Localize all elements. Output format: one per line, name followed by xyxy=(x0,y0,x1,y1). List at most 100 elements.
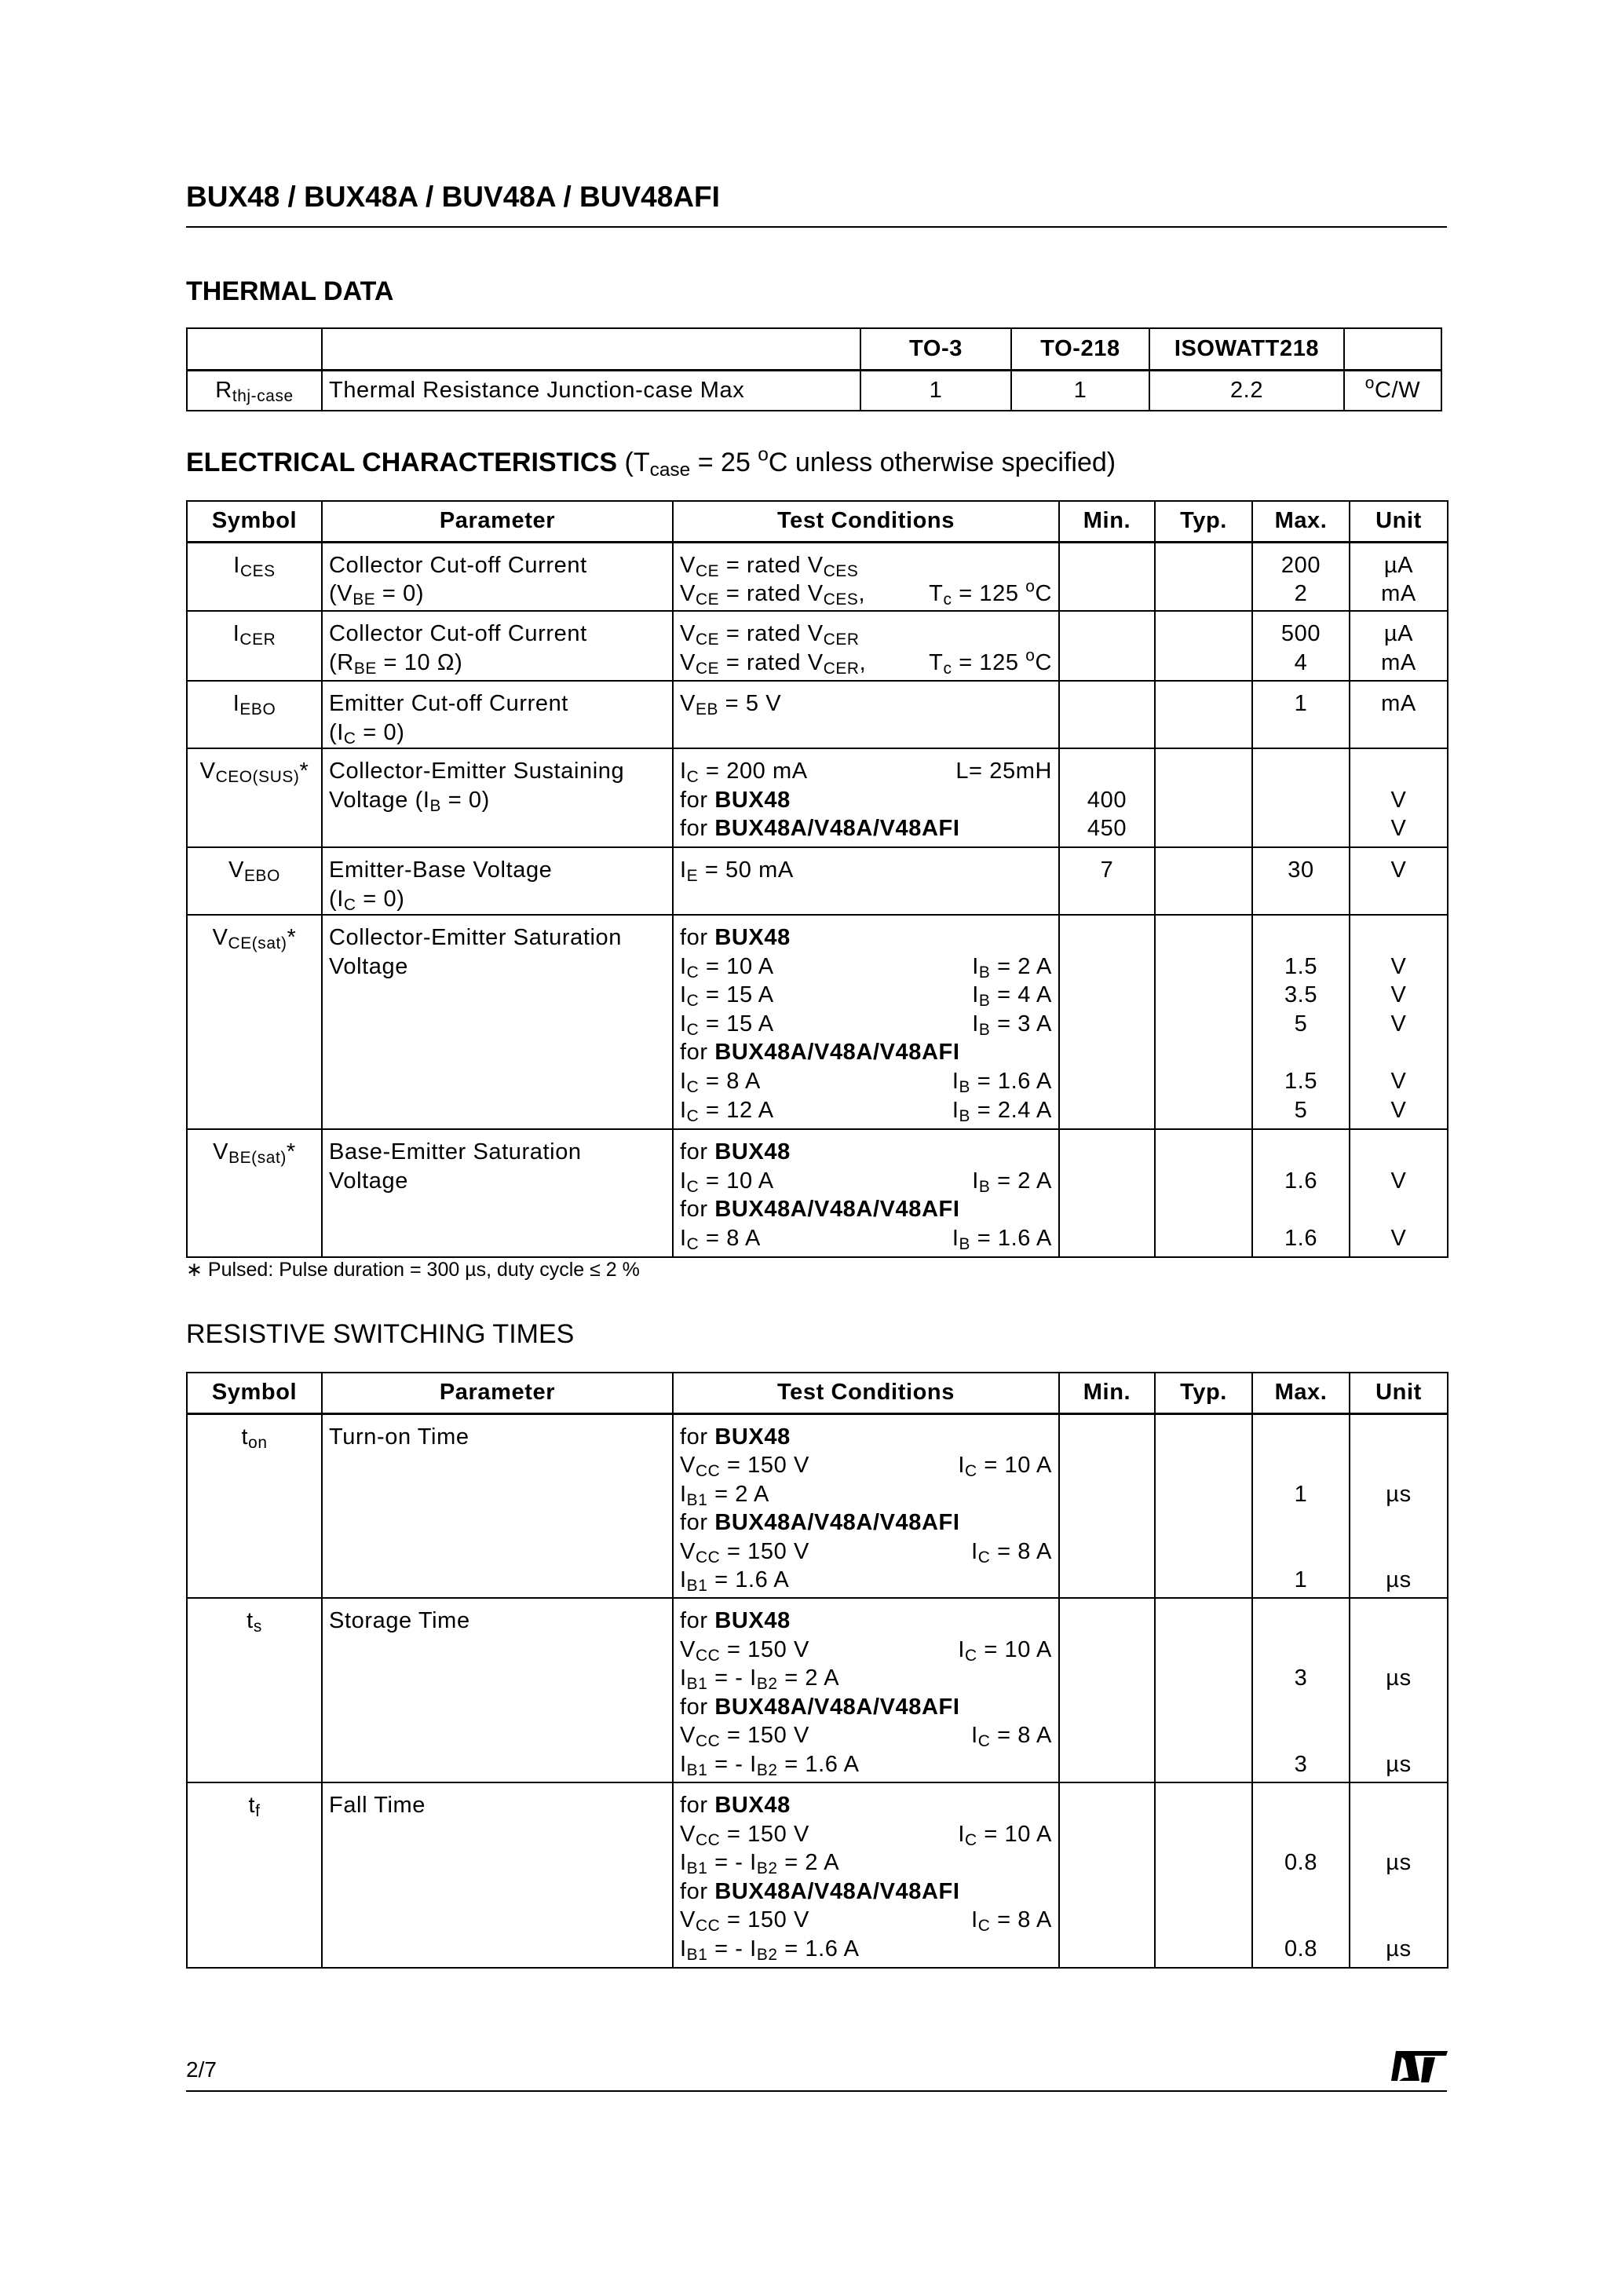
text-segment: I xyxy=(971,1907,978,1933)
text-segment: T xyxy=(929,581,944,607)
condition-left: IB1 = - IB2 = 2 A xyxy=(680,1850,839,1878)
condition-left: for BUX48A/V48A/V48AFI xyxy=(680,1879,960,1904)
condition-line: VCE = rated VCER, Tc = 125 oC xyxy=(680,646,1052,678)
pulsed-footnote: ∗ Pulsed: Pulse duration = 300 µs, duty … xyxy=(186,1259,640,1281)
condition-line: IC = 12 A IB = 2.4 A xyxy=(680,1096,1052,1125)
column-header: Unit xyxy=(1349,500,1448,543)
unit-cell: µs µs xyxy=(1349,1413,1448,1599)
max-value: 4 xyxy=(1294,649,1308,675)
thermal-row: Rthj-case Thermal Resistance Junction-cas… xyxy=(186,369,1442,411)
thermal-data-title: THERMAL DATA xyxy=(186,276,394,306)
text-segment: = 0) xyxy=(356,719,405,745)
unit-value: µs xyxy=(1386,1850,1412,1876)
condition-line: for BUX48A/V48A/V48AFI xyxy=(680,1508,1052,1537)
header-rule xyxy=(186,226,1447,228)
column-header xyxy=(321,327,861,371)
unit-value xyxy=(1357,1820,1441,1849)
condition-line: IB1 = 1.6 A xyxy=(680,1566,1052,1595)
subscript: B xyxy=(978,1021,991,1039)
parameter-cell: Base-Emitter Saturation Voltage xyxy=(321,1128,674,1258)
text-segment: I xyxy=(680,1567,687,1593)
condition-right: IC = 10 A xyxy=(958,1820,1052,1849)
text-segment: T xyxy=(929,649,944,675)
text-segment: Voltage xyxy=(329,1168,408,1194)
unit-cell: V xyxy=(1349,846,1448,916)
min-cell xyxy=(1058,1128,1156,1258)
text-segment: R xyxy=(215,377,232,403)
condition-left: IB1 = - IB2 = 1.6 A xyxy=(680,1751,860,1779)
superscript: o xyxy=(1025,646,1036,665)
bold-text: ELECTRICAL CHARACTERISTICS xyxy=(186,448,618,477)
subscript: B1 xyxy=(686,1859,708,1878)
condition-right: IB = 3 A xyxy=(972,1010,1052,1039)
column-header: Test Conditions xyxy=(672,1372,1060,1415)
max-value: 1 xyxy=(1294,691,1308,716)
unit-value xyxy=(1357,1906,1441,1935)
unit-value: mA xyxy=(1381,581,1416,607)
subscript: f xyxy=(255,1802,261,1821)
text-segment: = - I xyxy=(707,1751,757,1777)
text-segment: I xyxy=(233,552,240,578)
subscript: B xyxy=(959,1106,971,1125)
subscript: EB xyxy=(695,700,719,719)
unit-value xyxy=(1357,923,1441,952)
text-segment: t xyxy=(247,1608,254,1633)
text-segment: = 8 A xyxy=(990,1723,1052,1749)
max-value: 5 xyxy=(1294,1011,1308,1036)
text-segment: I xyxy=(680,1481,687,1507)
max-value: 0.8 xyxy=(1284,1936,1318,1961)
condition-right: IC = 8 A xyxy=(971,1721,1052,1750)
condition-line: for BUX48A/V48A/V48AFI xyxy=(680,814,1052,843)
condition-right: Tc = 125 oC xyxy=(929,646,1052,678)
text-segment: = 150 V xyxy=(720,1723,809,1749)
condition-left: IC = 12 A xyxy=(680,1098,774,1124)
text-segment: I xyxy=(971,1538,978,1564)
text-segment: L= 25mH xyxy=(955,759,1052,784)
text-segment: = 10 A xyxy=(699,1168,774,1194)
subscript: c xyxy=(943,659,952,678)
table-row: VCEO(SUS)* Collector-Emitter Sustaining Vo… xyxy=(186,748,1448,848)
unit-value xyxy=(1357,1537,1441,1567)
unit-value xyxy=(1357,1721,1441,1750)
parameter-cell: Fall Time xyxy=(321,1782,674,1969)
value-cell: 1 xyxy=(860,369,1012,411)
table-row: tf Fall Time for BUX48 VCC = 150 V IC = 10 A… xyxy=(186,1782,1448,1969)
subscript: CC xyxy=(695,1917,721,1936)
st-logo-icon xyxy=(1388,2049,1448,2088)
bold-text: BUX48 xyxy=(714,1608,791,1633)
column-header: TO-3 xyxy=(860,327,1012,371)
text-segment: t xyxy=(248,1793,256,1818)
unit-value: V xyxy=(1390,1068,1407,1094)
text-segment: = 8 A xyxy=(699,1068,761,1094)
parameter-line: Storage Time xyxy=(329,1607,666,1636)
text-segment: C xyxy=(1035,581,1052,607)
subscript: CC xyxy=(695,1830,721,1849)
text-segment: I xyxy=(680,1751,687,1777)
text-segment: Base-Emitter Saturation xyxy=(329,1139,582,1164)
text-segment: I xyxy=(952,1068,959,1094)
condition-line: IB1 = - IB2 = 1.6 A xyxy=(680,1935,1052,1964)
text-segment: = 10 A xyxy=(699,953,774,979)
subscript: B1 xyxy=(686,1675,708,1694)
subscript: C xyxy=(686,1235,700,1253)
unit-value xyxy=(1357,1791,1441,1820)
unit-value: V xyxy=(1390,787,1407,813)
condition-right: L= 25mH xyxy=(955,757,1052,786)
subscript: on xyxy=(248,1433,268,1452)
text-segment: for xyxy=(680,925,715,950)
condition-right: IC = 10 A xyxy=(958,1636,1052,1665)
condition-left: VCC = 150 V xyxy=(680,1637,809,1664)
subscript: C xyxy=(686,1021,700,1039)
text-segment: = 3 A xyxy=(990,1011,1052,1036)
test-conditions-cell: IC = 200 mA L= 25mH for BUX48 for BUX48A/V4… xyxy=(672,748,1060,848)
condition-left: for BUX48 xyxy=(680,925,791,950)
text-segment: I xyxy=(952,1097,959,1123)
text-segment: = 8 A xyxy=(990,1907,1052,1933)
max-value xyxy=(1259,923,1343,952)
parameter-cell: Emitter Cut-off Current (IC = 0) xyxy=(321,680,674,749)
subscript: B xyxy=(959,1078,971,1097)
condition-line: for BUX48 xyxy=(680,923,1052,952)
subscript: B2 xyxy=(756,1675,778,1694)
max-value: 3.5 xyxy=(1284,982,1318,1008)
